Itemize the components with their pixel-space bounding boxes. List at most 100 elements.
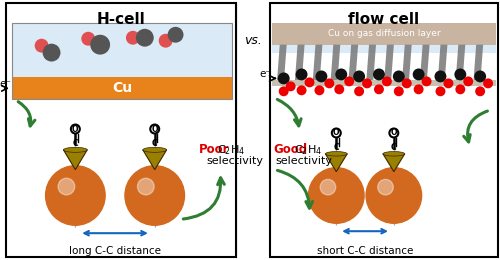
Ellipse shape [383, 152, 405, 156]
Circle shape [444, 79, 454, 88]
Circle shape [464, 76, 473, 86]
FancyArrowPatch shape [278, 170, 312, 208]
Text: C$_2$H$_4$: C$_2$H$_4$ [217, 143, 246, 157]
Polygon shape [402, 45, 411, 84]
Polygon shape [473, 45, 483, 84]
Polygon shape [330, 45, 340, 84]
Circle shape [436, 86, 446, 96]
Circle shape [296, 68, 308, 80]
Text: Cu: Cu [112, 81, 132, 95]
Circle shape [354, 86, 364, 96]
Text: H-cell: H-cell [96, 12, 146, 27]
Text: O: O [72, 125, 78, 133]
Circle shape [402, 79, 411, 88]
Circle shape [390, 128, 398, 138]
Polygon shape [383, 154, 405, 172]
Text: e⁻: e⁻ [0, 79, 11, 89]
Text: O: O [333, 128, 340, 138]
Circle shape [414, 84, 424, 94]
Circle shape [454, 68, 466, 80]
Ellipse shape [64, 147, 88, 152]
Circle shape [168, 27, 184, 43]
Text: Good: Good [274, 143, 308, 156]
Text: Poor: Poor [200, 143, 230, 156]
Circle shape [304, 77, 314, 87]
Circle shape [278, 73, 289, 84]
Circle shape [374, 84, 384, 94]
Text: flow cell: flow cell [348, 12, 420, 27]
Text: O: O [152, 125, 158, 133]
Circle shape [138, 178, 154, 195]
Circle shape [34, 39, 48, 53]
Circle shape [320, 179, 336, 195]
Circle shape [82, 32, 95, 46]
Circle shape [42, 44, 60, 62]
Circle shape [278, 86, 288, 96]
Circle shape [90, 35, 110, 55]
Circle shape [344, 76, 354, 86]
Bar [12, 23, 232, 99]
Bar [272, 23, 496, 53]
Circle shape [373, 68, 385, 80]
Polygon shape [366, 45, 376, 84]
Circle shape [58, 178, 75, 195]
Polygon shape [326, 154, 347, 172]
Circle shape [394, 86, 404, 96]
Text: C: C [152, 139, 158, 148]
Circle shape [456, 84, 466, 94]
Bar [272, 23, 496, 45]
Bar [12, 23, 232, 77]
Circle shape [125, 166, 184, 225]
Circle shape [475, 86, 485, 96]
Circle shape [366, 168, 422, 223]
Circle shape [126, 31, 140, 45]
Circle shape [474, 70, 486, 82]
Circle shape [332, 128, 341, 138]
Circle shape [334, 84, 344, 94]
Text: Cu on gas diffusion layer: Cu on gas diffusion layer [328, 29, 440, 38]
Circle shape [378, 179, 394, 195]
Circle shape [336, 68, 347, 80]
Ellipse shape [143, 147, 167, 152]
Polygon shape [312, 45, 322, 84]
Polygon shape [438, 45, 448, 84]
Circle shape [158, 34, 172, 48]
Text: vs.: vs. [244, 34, 262, 47]
Circle shape [412, 68, 424, 80]
Polygon shape [277, 45, 286, 84]
Circle shape [296, 85, 306, 95]
Text: selectivity: selectivity [276, 156, 333, 166]
Circle shape [308, 168, 364, 223]
Circle shape [393, 70, 405, 82]
Circle shape [286, 81, 296, 91]
Polygon shape [294, 45, 304, 84]
Circle shape [434, 70, 446, 82]
Bar [6, 3, 236, 257]
Polygon shape [384, 45, 394, 84]
Circle shape [136, 29, 154, 47]
Text: C: C [334, 143, 339, 152]
Circle shape [483, 79, 493, 88]
Text: O: O [390, 128, 397, 138]
Bar [272, 80, 496, 86]
Polygon shape [420, 45, 430, 84]
Circle shape [362, 79, 372, 88]
Circle shape [314, 85, 324, 95]
Circle shape [422, 76, 432, 86]
Circle shape [316, 70, 328, 82]
Polygon shape [456, 45, 466, 84]
Circle shape [382, 76, 392, 86]
Bar [270, 3, 498, 257]
Text: selectivity: selectivity [206, 156, 264, 166]
Polygon shape [64, 150, 88, 170]
Circle shape [324, 79, 334, 88]
FancyArrowPatch shape [184, 178, 224, 219]
FancyArrowPatch shape [278, 99, 301, 126]
Polygon shape [143, 150, 167, 170]
Bar [12, 77, 232, 99]
FancyArrowPatch shape [18, 102, 35, 126]
Circle shape [353, 70, 365, 82]
Text: C$_2$H$_4$: C$_2$H$_4$ [294, 143, 322, 157]
Circle shape [46, 166, 105, 225]
FancyArrowPatch shape [464, 111, 487, 142]
